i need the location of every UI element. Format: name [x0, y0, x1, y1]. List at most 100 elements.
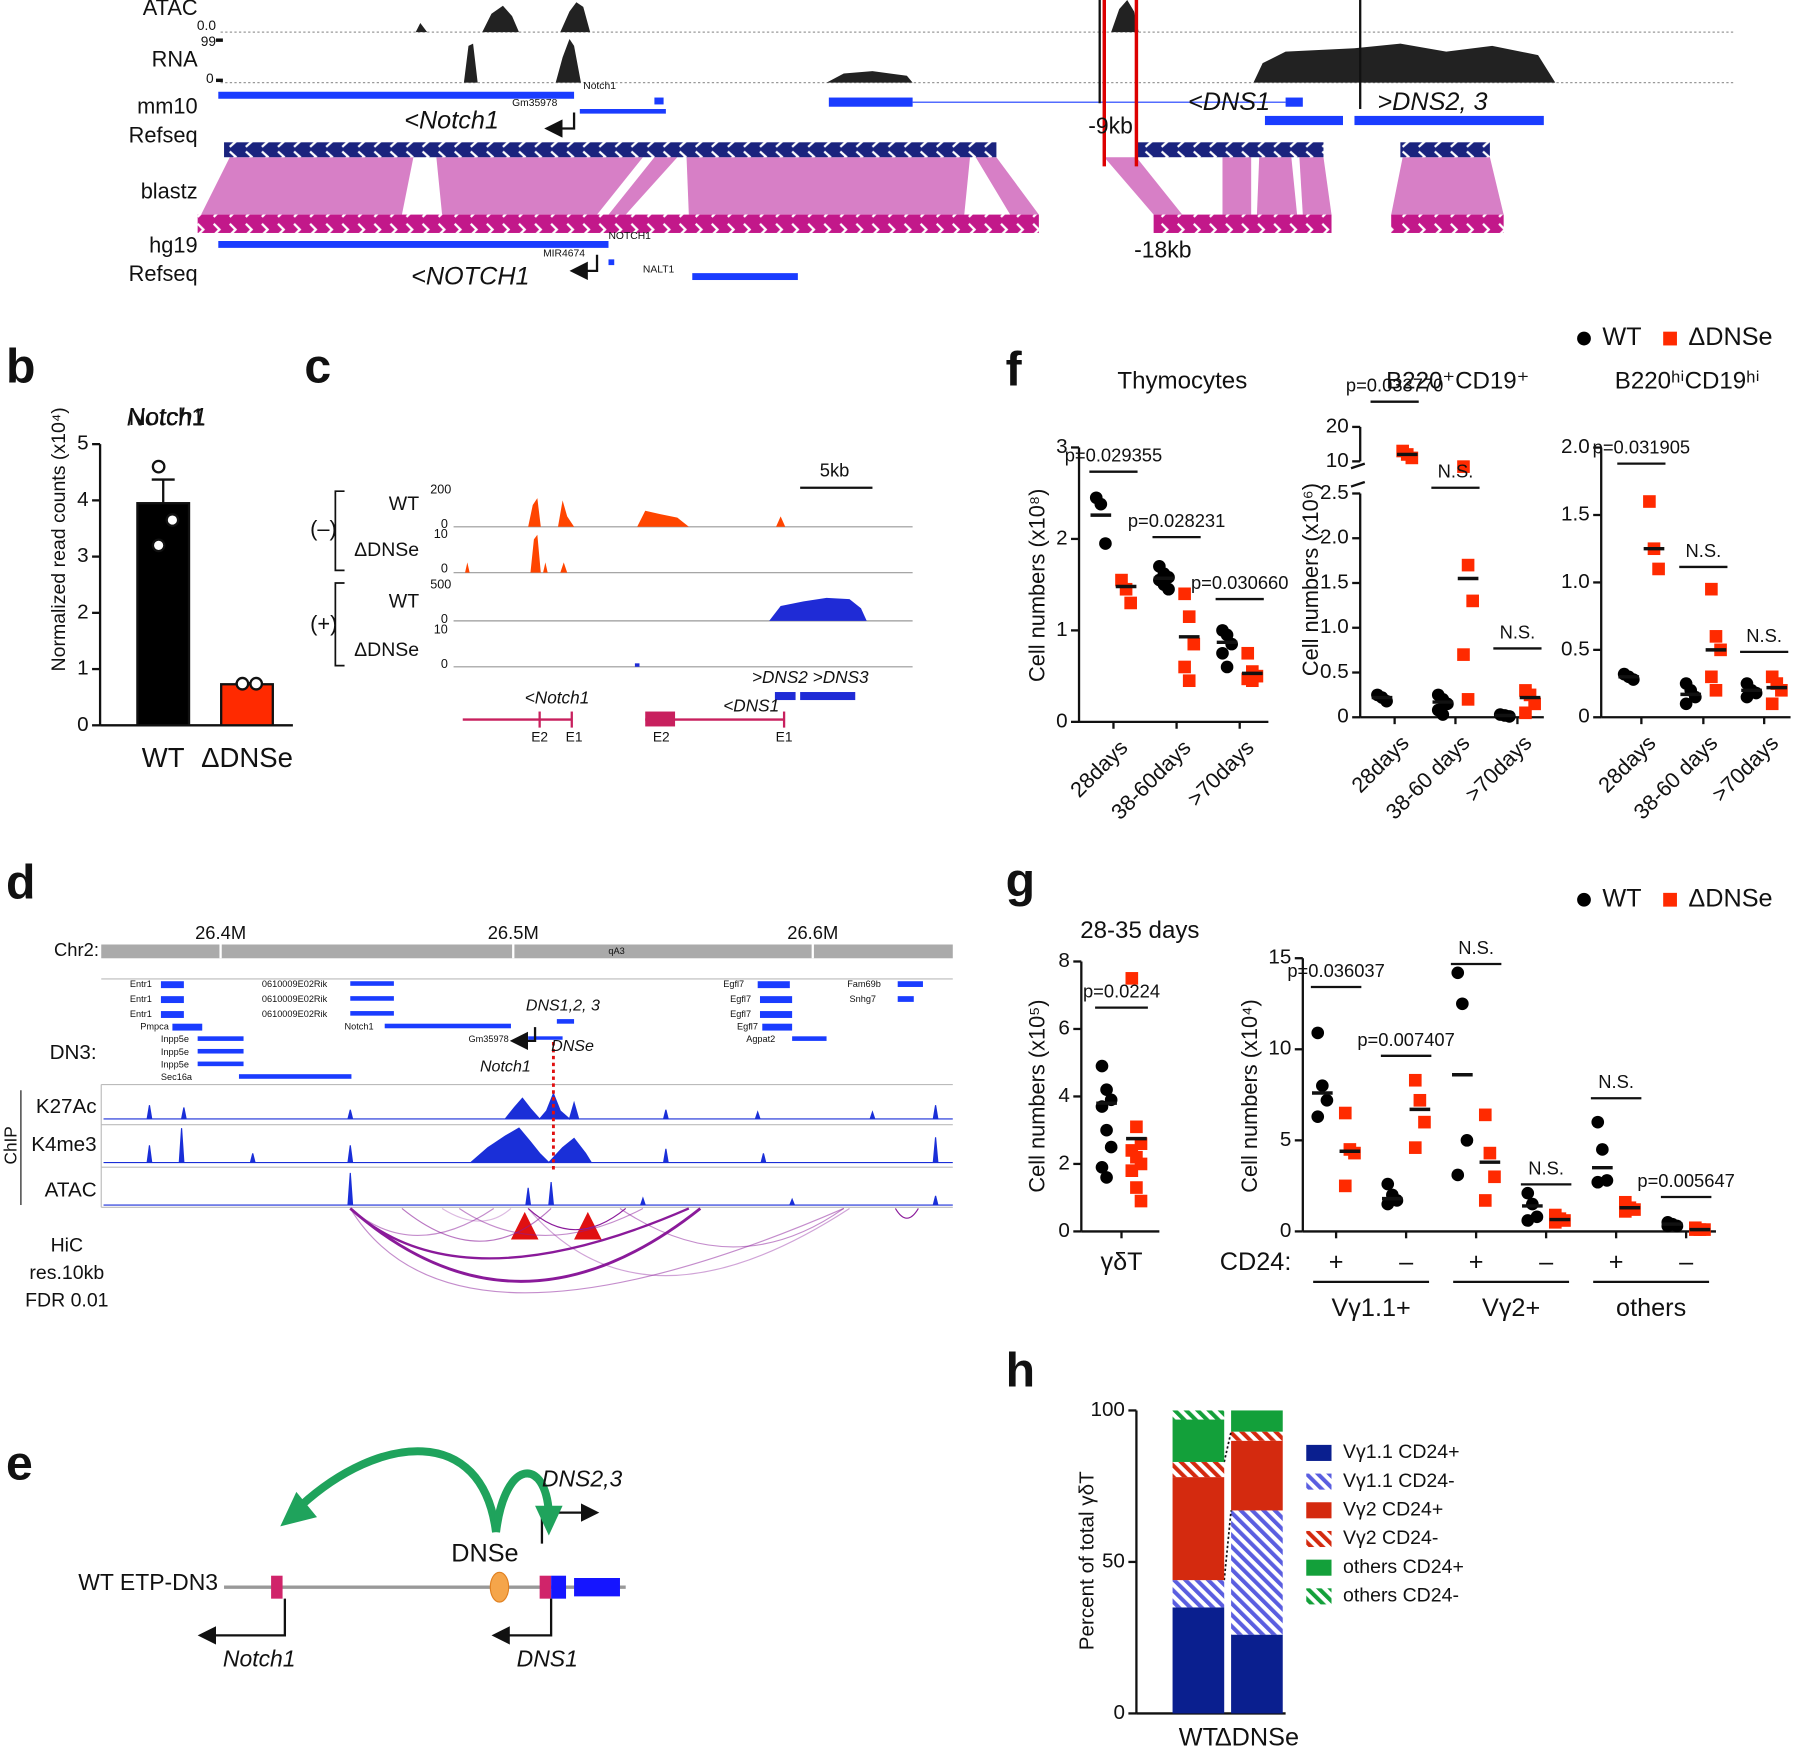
label: Pmpca	[140, 1022, 169, 1032]
data-point	[1100, 1171, 1113, 1184]
panel-c-tracks-shape	[334, 582, 345, 667]
significance-label: p=0.007407	[1357, 1029, 1455, 1050]
axis-break	[1350, 480, 1366, 488]
label: ΔDNSe	[354, 639, 419, 661]
panel-e-diagram-shape	[280, 1491, 317, 1527]
group-label: Vγ1.1+	[1331, 1294, 1410, 1322]
chart-title: B220⁺CD19⁺	[1386, 368, 1529, 395]
label: 0	[441, 612, 448, 626]
legend-label: Vγ1.1 CD24-	[1343, 1470, 1455, 1492]
connector	[1223, 1431, 1232, 1463]
label: <Notch1	[404, 106, 499, 134]
panel-d-tracks-shape	[103, 1092, 953, 1120]
data-point	[1478, 1108, 1492, 1122]
label: 500	[430, 578, 451, 592]
significance-label: p=0.033770	[1346, 375, 1444, 396]
label: Chr2:	[54, 939, 99, 960]
x-tick-label: –	[1539, 1248, 1554, 1276]
label: ΔDNSe	[354, 539, 419, 561]
data-point	[1130, 1181, 1143, 1194]
label: E2	[653, 730, 670, 745]
y-tick-label: 0.5	[1320, 660, 1349, 683]
label: FDR 0.01	[25, 1290, 108, 1312]
panel-d-tracks-shape-shape	[350, 1011, 394, 1016]
y-axis-label: Cell numbers (x10⁵)	[1025, 999, 1050, 1192]
panel-a-tracks-shape	[220, 39, 1556, 83]
label: (+)	[310, 611, 337, 636]
panel-d-tracks-shape-shape	[527, 1208, 627, 1231]
y-tick-label: 1	[1056, 618, 1067, 641]
data-point	[1246, 674, 1259, 688]
data-point	[1381, 1177, 1395, 1191]
y-tick-label: 5	[1280, 1128, 1291, 1151]
data-point	[1521, 1214, 1535, 1227]
group-label: others	[1616, 1294, 1686, 1322]
label: 10	[434, 527, 448, 541]
data-point	[1413, 1093, 1427, 1107]
panel-letter: h	[1006, 1343, 1035, 1397]
y-tick-label: 0	[1280, 1219, 1291, 1242]
label: ChIP	[0, 1126, 20, 1164]
panel-c-tracks	[334, 486, 913, 728]
x-tick-label: γδT	[1100, 1248, 1142, 1276]
panel-d-tracks-shape-shape	[350, 981, 394, 986]
y-tick-label: 0.5	[1561, 637, 1590, 660]
legend-label: others CD24+	[1343, 1556, 1464, 1578]
data-point	[1705, 670, 1718, 684]
label: Notch1	[583, 81, 616, 92]
label: 200	[430, 482, 451, 496]
y-tick-label: 10	[1326, 449, 1349, 472]
data-point	[1316, 1079, 1329, 1093]
label: <NOTCH1	[411, 262, 529, 290]
label: <DNS1	[723, 695, 779, 715]
data-point	[1740, 690, 1754, 704]
chart-title: Notch1	[128, 404, 204, 431]
bar	[136, 502, 191, 727]
data-point	[1526, 1197, 1539, 1211]
label: 0	[206, 71, 214, 86]
panel-a-tracks-shape-shape	[608, 157, 678, 215]
label: Inpp5e	[161, 1059, 189, 1069]
panel-d-tracks-shape-shape	[757, 981, 790, 989]
data-point	[1311, 1110, 1325, 1123]
data-point	[1591, 1175, 1605, 1189]
label: Notch1	[345, 1022, 374, 1032]
y-tick-label: 0	[77, 713, 88, 736]
panel-a-tracks-shape-shape	[436, 157, 643, 215]
y-tick-label: 3	[1056, 435, 1067, 458]
y-tick-label: 0	[1056, 709, 1067, 732]
panel-a-tracks-shape-shape	[1256, 157, 1298, 215]
data-point	[1241, 646, 1255, 660]
legend-label: Vγ1.1 CD24+	[1343, 1441, 1460, 1463]
data-point	[235, 676, 250, 691]
significance-label: p=0.036037	[1287, 960, 1385, 981]
y-tick-label: 0	[1578, 705, 1589, 728]
data-point	[1320, 1093, 1334, 1107]
data-point	[1178, 587, 1191, 601]
legend-swatch	[1306, 1588, 1332, 1605]
panel-a-tracks-shape-shape	[201, 157, 414, 215]
panel-a-tracks-shape	[1136, 142, 1324, 158]
legend-label: ΔDNSe	[1688, 323, 1772, 351]
data-point	[1187, 637, 1201, 651]
panel-d-tracks-shape-shape	[897, 996, 914, 1002]
label: Refseq	[129, 122, 198, 147]
panel-d-tracks	[20, 944, 953, 1294]
panel-c-tracks-shape	[465, 534, 568, 573]
legend-swatch	[1306, 1530, 1332, 1548]
label: Egfl7	[737, 1022, 758, 1032]
data-point	[1483, 1146, 1497, 1160]
data-point	[1408, 1141, 1422, 1154]
panel-e-diagram	[197, 1447, 626, 1645]
label: Egfl7	[730, 994, 751, 1004]
significance-label: N.S.	[1746, 625, 1782, 646]
panel-e-diagram-shape	[489, 1571, 510, 1603]
panel-d-tracks-shape-shape	[197, 1048, 244, 1054]
panel-d-tracks-shape-shape	[197, 1061, 244, 1067]
panel-d-tracks-shape-shape	[160, 981, 184, 989]
y-tick-label: 1.0	[1561, 570, 1590, 593]
label: DN3:	[50, 1041, 97, 1064]
label: mm10	[137, 94, 198, 119]
data-point	[165, 513, 180, 527]
